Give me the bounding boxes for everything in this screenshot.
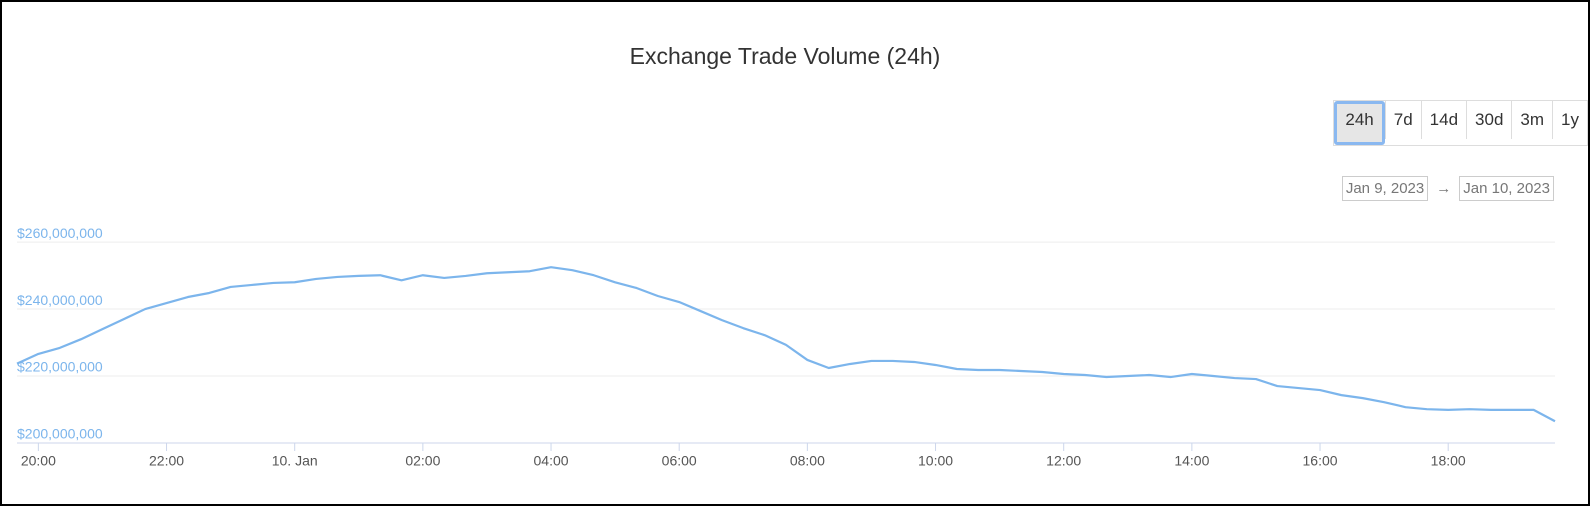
y-tick-label: $200,000,000 — [17, 426, 103, 442]
range-button[interactable]: 14d — [1420, 101, 1466, 139]
x-tick-label: 10. Jan — [272, 453, 318, 469]
x-tick-label: 10:00 — [918, 453, 953, 469]
range-button[interactable]: 3m — [1511, 101, 1552, 139]
data-line — [16, 266, 1556, 423]
date-to[interactable]: Jan 10, 2023 — [1459, 176, 1554, 201]
x-tick-label: 12:00 — [1046, 453, 1081, 469]
range-selector: 24h 7d 14d 30d 3m 1y — [1333, 100, 1588, 146]
x-tick-label: 02:00 — [405, 453, 440, 469]
date-range: Jan 9, 2023 → Jan 10, 2023 — [1341, 176, 1554, 201]
y-tick-label: $240,000,000 — [17, 292, 103, 308]
range-button[interactable]: 30d — [1466, 101, 1511, 139]
x-tick-label: 04:00 — [534, 453, 569, 469]
range-button[interactable]: 24h — [1334, 101, 1385, 145]
x-tick-label: 08:00 — [790, 453, 825, 469]
x-tick-label: 06:00 — [662, 453, 697, 469]
x-tick-label: 22:00 — [149, 453, 184, 469]
arrow: → — [1436, 180, 1452, 197]
x-tick-label: 18:00 — [1431, 453, 1466, 469]
x-tick-label: 14:00 — [1174, 453, 1209, 469]
range-button[interactable]: 7d — [1384, 101, 1421, 139]
chart-title: Exchange Trade Volume (24h) — [630, 43, 941, 69]
y-tick-label: $220,000,000 — [17, 359, 103, 375]
range-button[interactable]: 1y — [1552, 101, 1587, 139]
y-tick-label: $260,000,000 — [17, 225, 103, 241]
date-from[interactable]: Jan 9, 2023 — [1341, 176, 1429, 201]
x-tick-label: 16:00 — [1303, 453, 1338, 469]
x-tick-label: 20:00 — [21, 453, 56, 469]
